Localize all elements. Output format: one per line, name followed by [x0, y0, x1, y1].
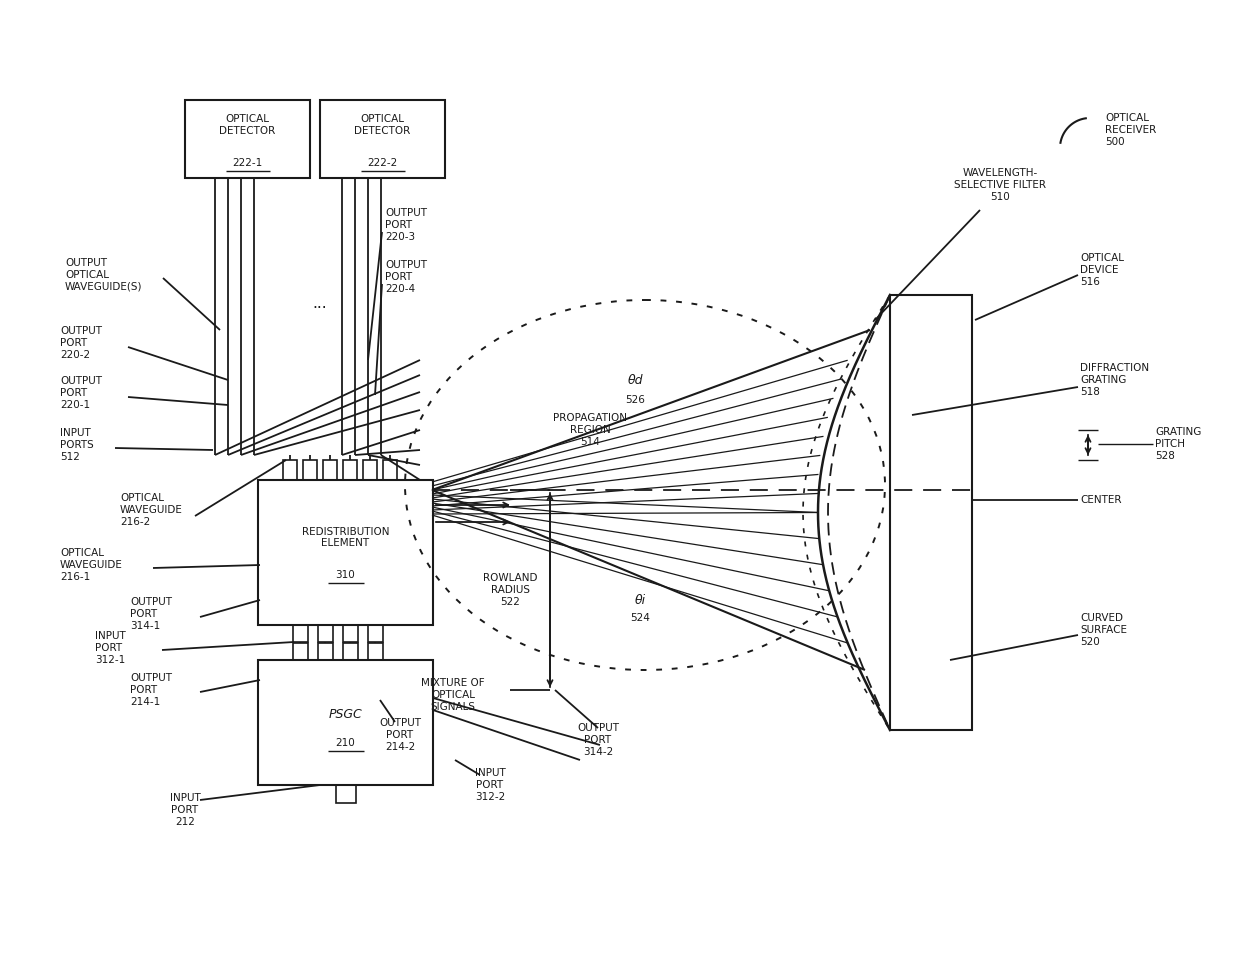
Bar — [343, 643, 358, 660]
Bar — [293, 625, 308, 642]
Bar — [343, 460, 357, 480]
Bar — [368, 643, 383, 660]
Text: θi: θi — [635, 594, 646, 606]
Text: GRATING
PITCH
528: GRATING PITCH 528 — [1154, 427, 1202, 461]
Text: INPUT
PORTS
512: INPUT PORTS 512 — [60, 428, 94, 462]
Text: OPTICAL
WAVEGUIDE
216-1: OPTICAL WAVEGUIDE 216-1 — [60, 549, 123, 581]
Text: MIXTURE OF
OPTICAL
SIGNALS: MIXTURE OF OPTICAL SIGNALS — [422, 679, 485, 711]
Text: INPUT
PORT
312-1: INPUT PORT 312-1 — [95, 631, 125, 664]
Text: 310: 310 — [336, 570, 356, 579]
Text: θd: θd — [627, 373, 642, 387]
Bar — [293, 643, 308, 660]
Text: INPUT
PORT
212: INPUT PORT 212 — [170, 793, 201, 826]
Text: OUTPUT
PORT
214-2: OUTPUT PORT 214-2 — [379, 718, 422, 752]
Text: 524: 524 — [630, 613, 650, 623]
Text: OUTPUT
PORT
314-2: OUTPUT PORT 314-2 — [577, 723, 619, 757]
Bar — [258, 660, 433, 785]
Bar — [890, 295, 972, 730]
Bar — [343, 625, 358, 642]
Bar — [258, 480, 433, 625]
Text: WAVELENGTH-
SELECTIVE FILTER
510: WAVELENGTH- SELECTIVE FILTER 510 — [954, 169, 1047, 201]
Text: OUTPUT
PORT
214-1: OUTPUT PORT 214-1 — [130, 674, 172, 707]
Text: INPUT
PORT
312-2: INPUT PORT 312-2 — [475, 768, 506, 802]
Bar — [320, 100, 445, 178]
Text: OPTICAL
DETECTOR: OPTICAL DETECTOR — [219, 114, 275, 136]
Bar — [322, 460, 337, 480]
Text: OPTICAL
RECEIVER
500: OPTICAL RECEIVER 500 — [1105, 114, 1156, 147]
Bar — [185, 100, 310, 178]
Text: OPTICAL
WAVEGUIDE
216-2: OPTICAL WAVEGUIDE 216-2 — [120, 494, 182, 526]
Bar — [368, 625, 383, 642]
Text: OUTPUT
PORT
314-1: OUTPUT PORT 314-1 — [130, 598, 172, 630]
Bar — [336, 785, 356, 803]
Text: OUTPUT
PORT
220-3: OUTPUT PORT 220-3 — [384, 208, 427, 242]
Text: OUTPUT
PORT
220-2: OUTPUT PORT 220-2 — [60, 327, 102, 360]
Text: ROWLAND
RADIUS
522: ROWLAND RADIUS 522 — [482, 574, 537, 606]
Bar — [383, 460, 397, 480]
Text: PSGC: PSGC — [329, 708, 362, 721]
Text: 222-2: 222-2 — [367, 158, 398, 168]
Text: 222-1: 222-1 — [232, 158, 263, 168]
Bar — [317, 643, 334, 660]
Text: REDISTRIBUTION
ELEMENT: REDISTRIBUTION ELEMENT — [301, 526, 389, 549]
Text: 210: 210 — [336, 737, 356, 747]
Text: OUTPUT
PORT
220-4: OUTPUT PORT 220-4 — [384, 260, 427, 294]
Text: CURVED
SURFACE
520: CURVED SURFACE 520 — [1080, 613, 1127, 647]
Text: OPTICAL
DETECTOR: OPTICAL DETECTOR — [355, 114, 410, 136]
Text: OPTICAL
DEVICE
516: OPTICAL DEVICE 516 — [1080, 254, 1123, 286]
Text: PROPAGATION
REGION
514: PROPAGATION REGION 514 — [553, 414, 627, 446]
Text: 526: 526 — [625, 395, 645, 405]
Bar — [363, 460, 377, 480]
Text: OUTPUT
PORT
220-1: OUTPUT PORT 220-1 — [60, 376, 102, 410]
Text: DIFFRACTION
GRATING
518: DIFFRACTION GRATING 518 — [1080, 363, 1149, 396]
Text: OUTPUT
OPTICAL
WAVEGUIDE(S): OUTPUT OPTICAL WAVEGUIDE(S) — [64, 258, 143, 291]
Bar — [283, 460, 298, 480]
Bar — [317, 625, 334, 642]
Text: ...: ... — [312, 296, 327, 310]
Text: CENTER: CENTER — [1080, 495, 1121, 505]
Bar — [303, 460, 317, 480]
